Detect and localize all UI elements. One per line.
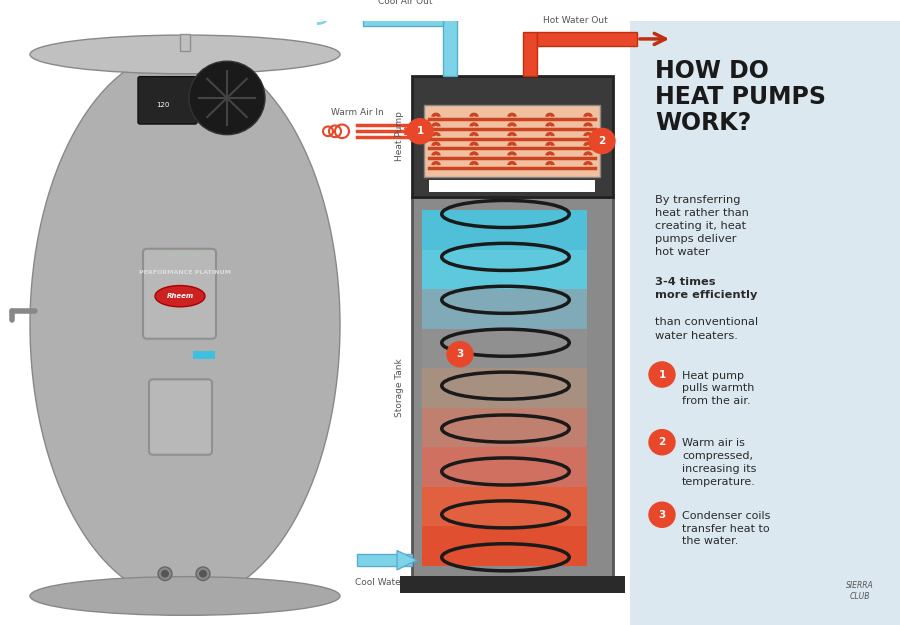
FancyBboxPatch shape [422, 408, 587, 447]
FancyBboxPatch shape [180, 34, 190, 51]
FancyBboxPatch shape [143, 249, 216, 339]
Text: SIERRA
CLUB: SIERRA CLUB [846, 581, 874, 601]
Circle shape [199, 570, 207, 578]
Circle shape [649, 362, 675, 387]
Ellipse shape [155, 286, 205, 307]
Text: 2: 2 [659, 438, 666, 448]
FancyBboxPatch shape [422, 448, 587, 487]
Circle shape [649, 502, 675, 528]
Text: Condenser coils
transfer heat to
the water.: Condenser coils transfer heat to the wat… [682, 511, 770, 546]
FancyBboxPatch shape [138, 77, 197, 124]
Text: RHEOTERRA: RHEOTERRA [168, 253, 202, 258]
Text: Cool Water In: Cool Water In [355, 578, 416, 587]
Text: Warm Air In: Warm Air In [330, 107, 383, 117]
Text: Hot Water Out: Hot Water Out [543, 16, 608, 26]
FancyBboxPatch shape [630, 21, 900, 625]
FancyBboxPatch shape [422, 289, 587, 329]
Circle shape [189, 61, 265, 134]
Circle shape [158, 567, 172, 581]
FancyBboxPatch shape [412, 197, 613, 579]
Text: PERFORMANCE PLATINUM: PERFORMANCE PLATINUM [139, 269, 231, 274]
Text: 2: 2 [598, 136, 606, 146]
FancyBboxPatch shape [424, 105, 600, 177]
Text: Heat Pump: Heat Pump [395, 111, 404, 161]
FancyBboxPatch shape [412, 76, 613, 197]
Polygon shape [397, 551, 417, 570]
FancyBboxPatch shape [422, 368, 587, 408]
Text: Rheem: Rheem [166, 293, 194, 299]
FancyBboxPatch shape [400, 576, 625, 593]
FancyBboxPatch shape [443, 13, 457, 76]
Ellipse shape [30, 49, 340, 601]
Text: HOW DO
HEAT PUMPS
WORK?: HOW DO HEAT PUMPS WORK? [655, 59, 826, 135]
Text: 3: 3 [659, 510, 666, 520]
FancyBboxPatch shape [429, 180, 595, 192]
Text: 120: 120 [157, 102, 170, 107]
FancyBboxPatch shape [149, 379, 212, 455]
Circle shape [447, 342, 473, 367]
FancyBboxPatch shape [422, 329, 587, 368]
Text: 3-4 times
more efficiently: 3-4 times more efficiently [655, 277, 758, 300]
Text: than conventional
water heaters.: than conventional water heaters. [655, 318, 758, 341]
Text: 3: 3 [456, 349, 464, 359]
Text: 1: 1 [417, 126, 424, 136]
Circle shape [589, 128, 615, 154]
Ellipse shape [30, 577, 340, 616]
Circle shape [649, 429, 675, 455]
FancyBboxPatch shape [422, 487, 587, 526]
Circle shape [407, 119, 433, 144]
Text: By transferring
heat rather than
creating it, heat
pumps deliver
hot water: By transferring heat rather than creatin… [655, 194, 749, 258]
Text: Heat pump
pulls warmth
from the air.: Heat pump pulls warmth from the air. [682, 371, 754, 406]
FancyBboxPatch shape [357, 554, 412, 566]
Text: 1: 1 [659, 369, 666, 379]
Text: Cool Air Out: Cool Air Out [378, 0, 432, 6]
FancyBboxPatch shape [422, 249, 587, 289]
Circle shape [161, 570, 169, 578]
Text: Warm air is
compressed,
increasing its
temperature.: Warm air is compressed, increasing its t… [682, 438, 756, 487]
Circle shape [196, 567, 210, 581]
FancyBboxPatch shape [193, 351, 215, 359]
FancyBboxPatch shape [422, 210, 587, 249]
FancyBboxPatch shape [422, 526, 587, 566]
FancyBboxPatch shape [537, 32, 637, 46]
Ellipse shape [30, 35, 340, 74]
FancyBboxPatch shape [363, 13, 443, 26]
Text: Storage Tank: Storage Tank [395, 359, 404, 418]
FancyBboxPatch shape [523, 32, 537, 76]
